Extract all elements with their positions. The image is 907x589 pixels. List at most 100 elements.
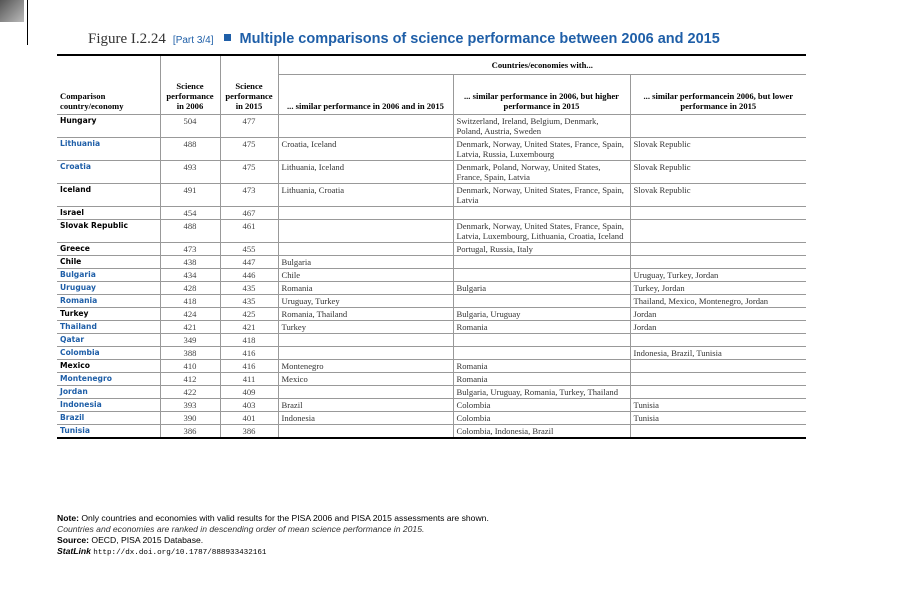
score-cell: 461: [219, 219, 279, 243]
header-cell: ... similar performancein 2006, but lowe…: [629, 74, 807, 115]
header-cell: ... similar performance in 2006, but hig…: [452, 74, 631, 115]
score-cell: 409: [219, 385, 279, 399]
country-cell: Turkey: [57, 307, 161, 321]
countries-cell: [277, 424, 454, 439]
table-row: Romania 418 435 Uruguay, Turkey Thailand, Me…: [57, 294, 807, 308]
countries-cell: [277, 385, 454, 399]
header-cell: Science performance in 2006: [159, 54, 221, 115]
countries-cell: [452, 268, 631, 282]
countries-cell: Brazil: [277, 398, 454, 412]
score-cell: 473: [219, 183, 279, 207]
header-cell: ... similar performance in 2006 and in 2…: [278, 74, 454, 115]
countries-cell: [629, 372, 807, 386]
score-cell: 422: [159, 385, 221, 399]
countries-cell: Portugal, Russia, Italy: [452, 242, 631, 256]
part-label: [Part 3/4]: [172, 35, 214, 46]
table-row: Tunisia 386 386 Colombia, Indonesia, Brazil: [57, 424, 807, 439]
country-cell: Iceland: [57, 183, 161, 207]
country-cell: Qatar: [57, 333, 161, 347]
score-cell: 388: [159, 346, 221, 360]
countries-cell: Colombia: [452, 398, 631, 412]
countries-cell: Chile: [277, 268, 454, 282]
countries-cell: Thailand, Mexico, Montenegro, Jordan: [629, 294, 807, 308]
country-cell: Thailand: [57, 320, 161, 334]
score-cell: 410: [159, 359, 221, 373]
countries-cell: Montenegro: [277, 359, 454, 373]
countries-cell: Slovak Republic: [629, 183, 807, 207]
countries-cell: Romania, Thailand: [277, 307, 454, 321]
country-cell: Brazil: [57, 411, 161, 425]
countries-cell: Uruguay, Turkey, Jordan: [629, 268, 807, 282]
header-cell: Countries/economies with...: [277, 54, 807, 75]
score-cell: 446: [219, 268, 279, 282]
countries-cell: [629, 114, 807, 138]
score-cell: 416: [219, 359, 279, 373]
countries-cell: Romania: [277, 281, 454, 295]
table-row: Slovak Republic 488 461 Denmark, Norway, Un…: [57, 219, 807, 243]
countries-cell: Romania: [452, 359, 631, 373]
countries-cell: [277, 219, 454, 243]
table-row: Montenegro 412 411 Mexico Romania: [57, 372, 807, 386]
countries-cell: Jordan: [629, 307, 807, 321]
countries-cell: Uruguay, Turkey: [277, 294, 454, 308]
country-cell: Jordan: [57, 385, 161, 399]
score-cell: 411: [219, 372, 279, 386]
country-cell: Bulgaria: [57, 268, 161, 282]
header-row: Comparison country/economy Science perfo…: [57, 54, 807, 115]
table-row: Lithuania 488 475 Croatia, Iceland Denmark, …: [57, 137, 807, 161]
country-cell: Lithuania: [57, 137, 161, 161]
table-row: Jordan 422 409 Bulgaria, Uruguay, Romania, …: [57, 385, 807, 399]
score-cell: 349: [159, 333, 221, 347]
score-cell: 418: [219, 333, 279, 347]
score-cell: 403: [219, 398, 279, 412]
countries-cell: Romania: [452, 320, 631, 334]
title: Multiple comparisons of science performa…: [239, 31, 720, 47]
score-cell: 477: [219, 114, 279, 138]
countries-cell: Jordan: [629, 320, 807, 334]
country-cell: Colombia: [57, 346, 161, 360]
corner-image: [0, 0, 24, 22]
score-cell: 435: [219, 294, 279, 308]
table-row: Croatia 493 475 Lithuania, Iceland Denmark, …: [57, 160, 807, 184]
country-cell: Tunisia: [57, 424, 161, 439]
countries-cell: [629, 385, 807, 399]
countries-cell: [452, 206, 631, 220]
countries-cell: Tunisia: [629, 411, 807, 425]
countries-cell: [452, 333, 631, 347]
figure-number: Figure I.2.24: [88, 31, 166, 47]
statlink: StatLink http://dx.doi.org/10.1787/88893…: [57, 546, 489, 559]
countries-cell: Bulgaria: [452, 281, 631, 295]
countries-cell: Mexico: [277, 372, 454, 386]
countries-cell: Colombia: [452, 411, 631, 425]
country-cell: Mexico: [57, 359, 161, 373]
score-cell: 455: [219, 242, 279, 256]
table-row: Uruguay 428 435 Romania Bulgaria Turkey, Jord…: [57, 281, 807, 295]
countries-cell: [452, 255, 631, 269]
score-cell: 435: [219, 281, 279, 295]
countries-cell: Bulgaria, Uruguay: [452, 307, 631, 321]
countries-cell: Turkey, Jordan: [629, 281, 807, 295]
countries-cell: Slovak Republic: [629, 160, 807, 184]
countries-cell: [629, 219, 807, 243]
header-cell: Comparison country/economy: [57, 54, 161, 115]
countries-cell: Romania: [452, 372, 631, 386]
score-cell: 434: [159, 268, 221, 282]
countries-cell: [452, 294, 631, 308]
countries-cell: Bulgaria: [277, 255, 454, 269]
score-cell: 454: [159, 206, 221, 220]
countries-cell: Lithuania, Croatia: [277, 183, 454, 207]
title-bar: Figure I.2.24 [Part 3/4] Multiple compar…: [88, 30, 720, 48]
score-cell: 488: [159, 137, 221, 161]
score-cell: 447: [219, 255, 279, 269]
url: http://dx.doi.org/10.1787/888933432161: [93, 549, 267, 557]
score-cell: 475: [219, 160, 279, 184]
score-cell: 386: [159, 424, 221, 439]
countries-cell: [277, 346, 454, 360]
score-cell: 425: [219, 307, 279, 321]
score-cell: 493: [159, 160, 221, 184]
score-cell: 418: [159, 294, 221, 308]
country-cell: Chile: [57, 255, 161, 269]
countries-cell: Indonesia: [277, 411, 454, 425]
table-row: Chile 438 447 Bulgaria: [57, 255, 807, 269]
